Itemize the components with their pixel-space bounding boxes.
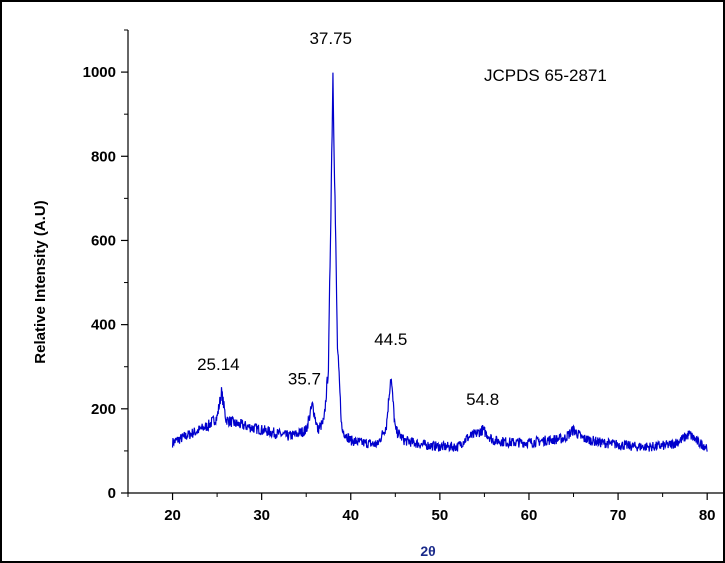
y-tick-label: 1000 bbox=[83, 64, 116, 81]
peak-label: 54.8 bbox=[466, 390, 499, 409]
y-tick-label: 600 bbox=[91, 232, 116, 249]
peak-annotations: 25.14 35.7 37.75 44.5 54.8 bbox=[197, 29, 499, 409]
x-tick-label: 40 bbox=[342, 507, 359, 524]
x-tick-label: 30 bbox=[253, 507, 270, 524]
x-tick-label: 20 bbox=[164, 507, 181, 524]
y-tick-label: 800 bbox=[91, 148, 116, 165]
axes bbox=[127, 30, 725, 494]
peak-label: 44.5 bbox=[374, 330, 407, 349]
y-tick-label: 400 bbox=[91, 317, 116, 334]
x-tick-label: 50 bbox=[432, 507, 449, 524]
x-tick-label: 60 bbox=[521, 507, 538, 524]
axis-ticks: 0 200 400 600 800 1000 20 30 40 50 60 70 80 bbox=[83, 29, 716, 524]
peak-label: 37.75 bbox=[309, 29, 352, 48]
y-tick-label: 200 bbox=[91, 401, 116, 418]
x-tick-label: 70 bbox=[610, 507, 627, 524]
x-tick-label: 80 bbox=[699, 507, 716, 524]
y-axis-label: Relative Intensity (A.U) bbox=[32, 200, 49, 363]
x-axis-label: 2θ bbox=[420, 543, 435, 559]
reference-label: JCPDS 65-2871 bbox=[484, 66, 607, 85]
peak-label: 25.14 bbox=[197, 355, 240, 374]
intensity-series-line bbox=[171, 72, 708, 453]
peak-label: 35.7 bbox=[288, 370, 321, 389]
y-tick-label: 0 bbox=[108, 485, 116, 502]
